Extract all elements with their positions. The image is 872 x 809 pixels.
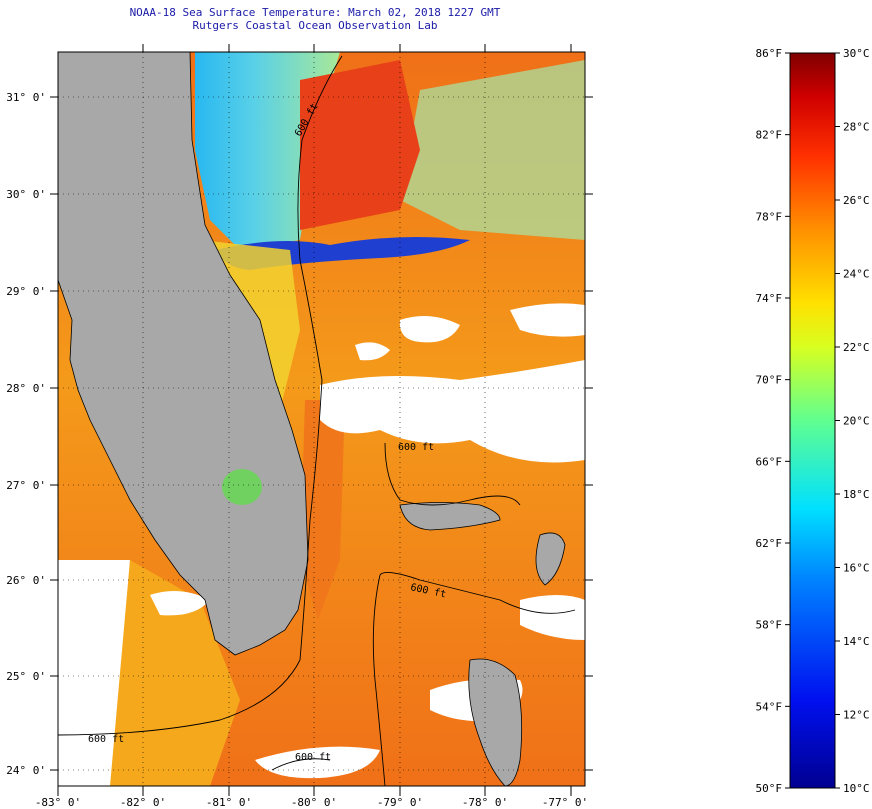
lat-label: 24° 0' bbox=[6, 764, 46, 777]
lon-label: -77° 0' bbox=[542, 796, 588, 809]
lat-label: 29° 0' bbox=[6, 285, 46, 298]
colorbar-label-celsius: 10°C bbox=[843, 782, 870, 795]
contour-label: 600 ft bbox=[88, 734, 124, 745]
lon-label: -83° 0' bbox=[35, 796, 81, 809]
axis-ticks bbox=[50, 44, 593, 796]
colorbar-label-fahrenheit: 70°F bbox=[756, 374, 783, 387]
lat-label: 31° 0' bbox=[6, 91, 46, 104]
lat-label: 26° 0' bbox=[6, 574, 46, 587]
colorbar-label-celsius: 20°C bbox=[843, 415, 870, 428]
andros-island bbox=[468, 658, 523, 786]
colorbar-label-fahrenheit: 58°F bbox=[756, 619, 783, 632]
colorbar: 86°F 82°F 78°F 74°F 70°F 66°F 62°F 58°F 54°F 50°F… bbox=[756, 47, 870, 795]
colorbar-label-fahrenheit: 66°F bbox=[756, 455, 783, 468]
contour-label: 600 ft bbox=[295, 752, 331, 763]
lat-label: 25° 0' bbox=[6, 670, 46, 683]
grand-bahama bbox=[399, 502, 501, 531]
lat-label: 27° 0' bbox=[6, 479, 46, 492]
colorbar-label-celsius: 26°C bbox=[843, 194, 870, 207]
lon-label: -82° 0' bbox=[120, 796, 166, 809]
colorbar-label-celsius: 30°C bbox=[843, 47, 870, 60]
colorbar-label-celsius: 12°C bbox=[843, 709, 870, 722]
abaco-island bbox=[535, 532, 566, 586]
colorbar-label-celsius: 28°C bbox=[843, 121, 870, 134]
gulf-stream-warm bbox=[300, 60, 420, 230]
lon-label: -80° 0' bbox=[291, 796, 337, 809]
lake-okeechobee bbox=[222, 469, 262, 505]
lon-label: -78° 0' bbox=[462, 796, 508, 809]
colorbar-label-fahrenheit: 50°F bbox=[756, 782, 783, 795]
gulf-water bbox=[110, 560, 240, 786]
straits-water bbox=[300, 400, 345, 620]
colorbar-label-celsius: 22°C bbox=[843, 341, 870, 354]
colorbar-label-celsius: 16°C bbox=[843, 562, 870, 575]
lat-label: 28° 0' bbox=[6, 382, 46, 395]
colorbar-gradient bbox=[789, 52, 836, 789]
no-data-region bbox=[58, 560, 130, 786]
colorbar-label-fahrenheit: 62°F bbox=[756, 537, 783, 550]
map-frame bbox=[57, 51, 586, 787]
map-subtitle: Rutgers Coastal Ocean Observation Lab bbox=[192, 19, 438, 32]
lon-label: -79° 0' bbox=[377, 796, 423, 809]
colorbar-label-celsius: 18°C bbox=[843, 488, 870, 501]
colorbar-label-fahrenheit: 78°F bbox=[756, 210, 783, 223]
colorbar-label-celsius: 24°C bbox=[843, 268, 870, 281]
colorbar-label-fahrenheit: 86°F bbox=[756, 47, 783, 60]
depth-contour-600ft bbox=[58, 55, 576, 786]
cool-offshore-water bbox=[400, 60, 585, 240]
colorbar-label-fahrenheit: 54°F bbox=[756, 700, 783, 713]
colorbar-label-fahrenheit: 74°F bbox=[756, 292, 783, 305]
contour-label: 600 ft bbox=[398, 442, 434, 453]
lat-label: 30° 0' bbox=[6, 188, 46, 201]
lon-label: -81° 0' bbox=[206, 796, 252, 809]
map-title: NOAA-18 Sea Surface Temperature: March 0… bbox=[129, 6, 501, 19]
colorbar-label-fahrenheit: 82°F bbox=[756, 129, 783, 142]
colorbar-label-celsius: 14°C bbox=[843, 635, 870, 648]
